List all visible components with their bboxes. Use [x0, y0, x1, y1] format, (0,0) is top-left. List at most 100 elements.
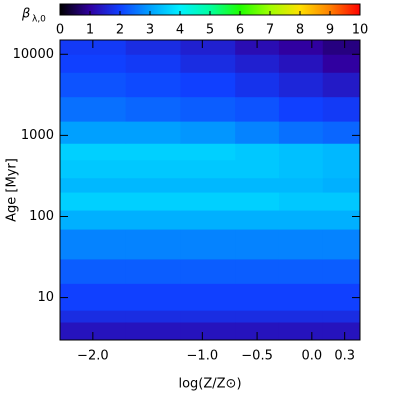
heat-cell: [60, 159, 127, 179]
heat-cell: [180, 72, 236, 98]
heat-cell: [60, 310, 127, 323]
heat-cell: [235, 229, 280, 260]
colorbar-tick-label: 7: [266, 23, 274, 38]
heat-cell: [60, 283, 127, 311]
heat-cell: [322, 143, 361, 161]
heat-cell: [60, 322, 127, 341]
heat-cell: [278, 121, 324, 144]
heat-cell: [180, 310, 236, 323]
heat-cell: [322, 96, 361, 122]
heat-cell: [278, 192, 324, 211]
heat-cell: [125, 96, 181, 122]
heat-cell: [60, 54, 127, 73]
heat-cell: [235, 159, 280, 179]
heat-cell: [180, 40, 236, 55]
heat-cell: [278, 283, 324, 311]
y-tick-label: 100: [29, 209, 54, 224]
heat-cell: [322, 40, 361, 55]
heat-cell: [125, 159, 181, 179]
heat-cell: [235, 322, 280, 341]
heat-cell: [60, 192, 127, 211]
x-tick-label: 0.3: [334, 349, 355, 364]
heat-cell: [235, 72, 280, 98]
heat-cell: [278, 40, 324, 55]
heat-cell: [322, 121, 361, 144]
heat-cell: [235, 177, 280, 193]
heat-cell: [180, 258, 236, 284]
heat-cell: [125, 210, 181, 230]
heat-cell: [125, 322, 181, 341]
heat-cell: [322, 72, 361, 98]
heat-cell: [125, 121, 181, 144]
heat-cell: [322, 322, 361, 341]
heat-cell: [235, 54, 280, 73]
heat-cell: [322, 210, 361, 230]
heat-cell: [60, 143, 127, 161]
colorbar-tick-label: 10: [352, 23, 369, 38]
heat-cell: [180, 143, 236, 161]
heat-cell: [278, 229, 324, 260]
heat-cell: [60, 72, 127, 98]
heat-cell: [180, 283, 236, 311]
heat-cell: [322, 177, 361, 193]
heat-cell: [278, 72, 324, 98]
heat-cell: [322, 258, 361, 284]
heat-cell: [235, 283, 280, 311]
heat-cell: [60, 177, 127, 193]
heat-cell: [125, 177, 181, 193]
heat-cell: [60, 258, 127, 284]
heat-cell: [125, 54, 181, 73]
plot-frame: [59, 39, 361, 341]
heat-cell: [180, 322, 236, 341]
x-tick-label: −1.0: [187, 349, 219, 364]
heat-cell: [125, 143, 181, 161]
heat-cell: [322, 229, 361, 260]
heat-cell: [180, 210, 236, 230]
heat-cell: [278, 210, 324, 230]
heat-cell: [278, 310, 324, 323]
colorbar-tick-label: 1: [86, 23, 94, 38]
heat-cell: [235, 143, 280, 161]
heat-cell: [235, 192, 280, 211]
heat-cell: [322, 192, 361, 211]
heat-cell: [235, 258, 280, 284]
heat-cell: [180, 96, 236, 122]
colorbar-label-sub: λ,0: [32, 15, 46, 25]
heat-cell: [180, 192, 236, 211]
heat-cell: [125, 310, 181, 323]
colorbar-tick-label: 6: [236, 23, 244, 38]
heat-cell: [278, 54, 324, 73]
heat-cell: [125, 283, 181, 311]
heat-cell: [278, 177, 324, 193]
x-tick-label: −2.0: [77, 349, 109, 364]
heat-cell: [180, 159, 236, 179]
heat-cell: [180, 177, 236, 193]
heat-cell: [125, 192, 181, 211]
heat-cell: [322, 54, 361, 73]
heat-cell: [180, 121, 236, 144]
heat-cell: [278, 159, 324, 179]
heat-cell: [278, 96, 324, 122]
heat-cell: [278, 143, 324, 161]
x-axis-label: log(Z/Z⊙): [178, 377, 241, 392]
colorbar-tick-label: 8: [296, 23, 304, 38]
colorbar-tick-label: 0: [56, 23, 64, 38]
heat-cell: [235, 310, 280, 323]
heat-cell: [278, 258, 324, 284]
heat-cell: [125, 229, 181, 260]
colorbar-tick-label: 3: [146, 23, 154, 38]
x-tick-label: −0.5: [241, 349, 273, 364]
y-tick-label: 1000: [21, 128, 54, 143]
heat-cell: [125, 40, 181, 55]
heat-cell: [278, 322, 324, 341]
colorbar-label: β: [21, 7, 30, 22]
heat-cell: [322, 310, 361, 323]
heat-cell: [235, 121, 280, 144]
x-tick-label: 0.0: [301, 349, 322, 364]
heat-cell: [235, 210, 280, 230]
heat-cell: [180, 229, 236, 260]
y-axis-label: Age [Myr]: [5, 158, 20, 222]
colorbar-tick-label: 2: [116, 23, 124, 38]
colorbar-tick-label: 4: [176, 23, 184, 38]
